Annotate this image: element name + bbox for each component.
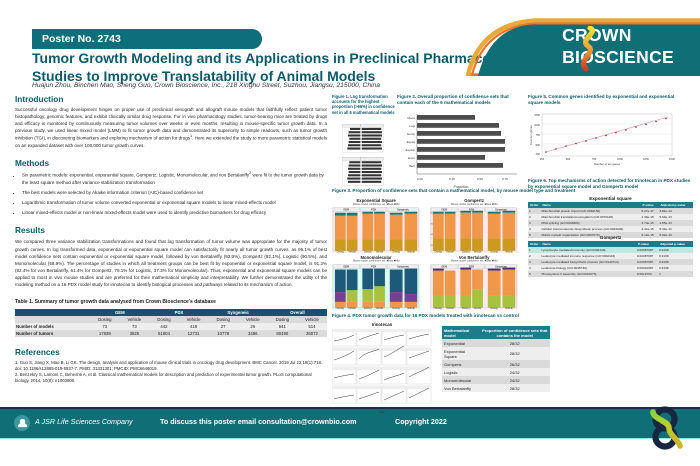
svg-text:Vehicle: Vehicle — [348, 308, 356, 309]
svg-text:0.25: 0.25 — [430, 245, 433, 247]
svg-text:0.50: 0.50 — [477, 177, 483, 181]
svg-text:Vehicle: Vehicle — [407, 251, 415, 252]
svg-text:1000: 1000 — [534, 123, 540, 127]
svg-text:Gomp: Gomp — [407, 132, 416, 136]
svg-text:0.25: 0.25 — [449, 177, 455, 181]
svg-text:Dosing: Dosing — [435, 251, 443, 252]
svg-text:Dosing: Dosing — [364, 251, 372, 252]
svg-text:Expsq: Expsq — [407, 140, 416, 144]
svg-text:Vehicle: Vehicle — [407, 308, 415, 309]
svg-text:0.75: 0.75 — [430, 223, 433, 225]
svg-text:Dosing: Dosing — [337, 308, 345, 309]
svg-text:Expsqr: Expsqr — [406, 148, 415, 152]
svg-text:Dosing: Dosing — [337, 251, 345, 252]
svg-text:Dosing: Dosing — [393, 251, 401, 252]
svg-text:Dosing: Dosing — [462, 251, 470, 252]
svg-text:Vehicle: Vehicle — [505, 251, 513, 252]
svg-text:Vehicle: Vehicle — [474, 308, 482, 309]
svg-text:Number of top genes: Number of top genes — [594, 162, 621, 166]
svg-text:Vehicle: Vehicle — [446, 251, 454, 252]
svg-text:750: 750 — [536, 133, 541, 137]
svg-text:Syngeneic: Syngeneic — [397, 209, 410, 212]
svg-text:Mono: Mono — [407, 116, 415, 120]
svg-text:1250: 1250 — [643, 157, 649, 161]
svg-text:500: 500 — [566, 157, 571, 161]
svg-text:Dosing: Dosing — [435, 308, 443, 309]
svg-text:PDX: PDX — [371, 209, 377, 212]
svg-text:PDX: PDX — [371, 266, 377, 269]
svg-text:Dosing: Dosing — [462, 308, 470, 309]
svg-text:Dosing: Dosing — [491, 308, 499, 309]
svg-text:Dosing: Dosing — [393, 308, 401, 309]
svg-text:GEM: GEM — [441, 266, 447, 269]
svg-text:0.75: 0.75 — [502, 177, 508, 181]
svg-text:Vehicle: Vehicle — [348, 251, 356, 252]
svg-text:Dosing: Dosing — [364, 308, 372, 309]
svg-text:1000: 1000 — [617, 157, 623, 161]
svg-text:GEM: GEM — [441, 209, 447, 212]
svg-text:500: 500 — [536, 143, 541, 147]
svg-text:GEM: GEM — [343, 209, 349, 212]
svg-text:Vehicle: Vehicle — [505, 308, 513, 309]
svg-text:1500: 1500 — [669, 157, 675, 161]
svg-text:Syngeneic: Syngeneic — [397, 266, 410, 269]
svg-text:Vehicle: Vehicle — [446, 308, 454, 309]
svg-text:GEM: GEM — [343, 266, 349, 269]
svg-text:Common genes: Common genes — [529, 125, 533, 145]
svg-text:Expn: Expn — [408, 156, 415, 160]
svg-text:1500: 1500 — [534, 113, 540, 117]
svg-text:Dosing: Dosing — [491, 251, 499, 252]
svg-text:0.00: 0.00 — [417, 177, 423, 181]
svg-text:250: 250 — [540, 157, 545, 161]
svg-text:Vehicle: Vehicle — [474, 251, 482, 252]
svg-text:250: 250 — [536, 152, 541, 156]
svg-text:Vehicle: Vehicle — [376, 308, 384, 309]
svg-text:750: 750 — [592, 157, 597, 161]
svg-text:Bert: Bert — [409, 164, 415, 168]
svg-text:Logi: Logi — [409, 124, 415, 128]
svg-text:Vehicle: Vehicle — [376, 251, 384, 252]
